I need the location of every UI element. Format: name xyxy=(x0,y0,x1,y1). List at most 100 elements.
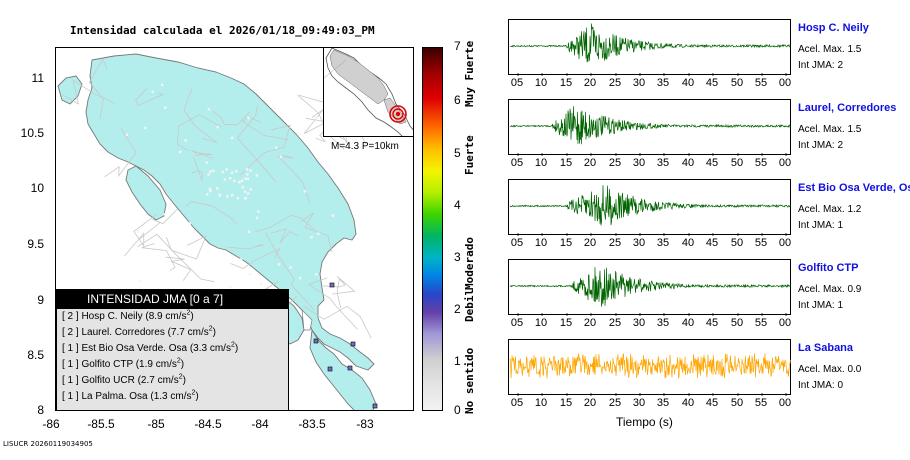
time-tick-label: 20 xyxy=(583,397,597,409)
colorbar-tick: 0 xyxy=(454,403,461,417)
town-marker xyxy=(299,276,302,280)
town-marker xyxy=(249,188,252,191)
town-marker xyxy=(208,187,212,191)
map-x-tick: -85 xyxy=(147,417,165,431)
inset-land-shade xyxy=(329,49,389,105)
time-tick-label: 05 xyxy=(510,397,524,409)
station-jma-intensity: Int JMA: 2 xyxy=(798,60,844,71)
time-tick-label: 10 xyxy=(534,77,548,89)
legend-row-close: ) xyxy=(212,327,216,338)
town-marker xyxy=(241,179,244,182)
town-marker xyxy=(164,106,167,109)
waveform-trace xyxy=(509,23,791,63)
town-marker xyxy=(255,174,259,177)
town-marker xyxy=(206,193,209,196)
town-marker xyxy=(243,190,247,193)
station-name[interactable]: Laurel, Corredores xyxy=(798,102,897,114)
station-name[interactable]: Est Bio Osa Verde, Osa xyxy=(798,182,910,194)
station-max-acceleration: Acel. Max. 1.5 xyxy=(798,124,862,135)
time-tick-label: 45 xyxy=(705,237,719,249)
town-marker xyxy=(125,133,129,136)
station-marker xyxy=(347,365,353,371)
colorbar-category-label: Muy Fuerte xyxy=(463,40,476,107)
time-tick-label: 30 xyxy=(632,157,646,169)
town-marker xyxy=(303,190,307,193)
road-line xyxy=(303,109,329,134)
map-y-tick: 10 xyxy=(30,181,44,195)
map-x-tick: -84 xyxy=(251,417,269,431)
town-marker xyxy=(216,187,219,190)
town-marker xyxy=(230,194,234,197)
time-tick-label: 00 xyxy=(778,77,792,89)
time-tick-label: 50 xyxy=(730,237,744,249)
time-tick-label: 00 xyxy=(778,237,792,249)
epicenter-icon xyxy=(389,105,407,123)
road-line xyxy=(137,233,215,283)
town-marker xyxy=(216,125,219,129)
town-marker xyxy=(246,173,249,176)
station-name[interactable]: La Sabana xyxy=(798,342,854,354)
seismogram-panel[interactable] xyxy=(508,339,791,396)
waveform-trace xyxy=(509,106,791,145)
town-marker xyxy=(241,186,244,189)
time-tick-label: 45 xyxy=(705,317,719,329)
town-marker xyxy=(235,170,238,173)
time-tick-label: 05 xyxy=(510,77,524,89)
time-tick-label: 55 xyxy=(754,157,768,169)
road-line xyxy=(336,275,346,309)
seismogram-panel[interactable] xyxy=(508,179,791,236)
colorbar-tick: 3 xyxy=(454,250,461,264)
colorbar-tick: 7 xyxy=(454,39,461,53)
town-marker xyxy=(289,266,292,269)
time-tick-label: 55 xyxy=(754,397,768,409)
station-name[interactable]: Golfito CTP xyxy=(798,262,859,274)
town-marker xyxy=(249,169,252,172)
town-marker xyxy=(230,171,234,175)
seismogram-panel[interactable] xyxy=(508,259,791,316)
map-title: Intensidad calculada el 2026/01/18_09:49… xyxy=(70,24,375,37)
time-tick-label: 05 xyxy=(510,237,524,249)
legend-row-close: ) xyxy=(182,375,186,386)
town-marker xyxy=(138,279,142,283)
road-line xyxy=(230,247,281,269)
road-line xyxy=(254,214,316,233)
town-marker xyxy=(229,177,232,180)
legend-row-exponent: 2 xyxy=(191,389,196,397)
legend-row-exponent: 2 xyxy=(176,357,181,365)
station-jma-intensity: Int JMA: 0 xyxy=(798,380,844,391)
legend-row-close: ) xyxy=(195,391,199,402)
station-name[interactable]: Hosp C. Neily xyxy=(798,22,869,34)
station-marker xyxy=(350,341,356,347)
station-max-acceleration: Acel. Max. 0.9 xyxy=(798,284,862,295)
colorbar-category-label: Debil xyxy=(463,288,476,322)
station-marker xyxy=(329,282,335,288)
time-tick-label: 15 xyxy=(559,397,573,409)
seismogram-panel[interactable] xyxy=(508,99,791,156)
town-marker xyxy=(209,170,212,173)
time-tick-label: 30 xyxy=(632,397,646,409)
seismogram-panel[interactable] xyxy=(508,19,791,76)
town-marker xyxy=(317,232,320,235)
time-tick-label: 35 xyxy=(656,237,670,249)
road-line xyxy=(165,256,192,281)
road-line xyxy=(135,88,165,106)
time-tick-label: 55 xyxy=(754,237,768,249)
colorbar-category-label: Moderado xyxy=(463,237,476,290)
time-tick-label: 15 xyxy=(559,317,573,329)
seismogram-plot xyxy=(509,106,791,156)
time-tick-label: 35 xyxy=(656,397,670,409)
time-tick-label: 25 xyxy=(608,157,622,169)
legend-row-exponent: 2 xyxy=(186,309,191,317)
town-marker xyxy=(247,116,250,120)
road-line xyxy=(104,127,137,178)
time-tick-label: 20 xyxy=(583,317,597,329)
town-marker xyxy=(246,177,250,180)
map-y-tick: 11 xyxy=(31,71,44,85)
town-marker xyxy=(230,136,234,140)
town-marker xyxy=(248,272,252,276)
costa-rica-landmass xyxy=(85,53,375,371)
road-line xyxy=(303,305,372,339)
legend-row-close: ) xyxy=(180,359,185,370)
town-marker xyxy=(188,222,192,225)
road-line xyxy=(165,235,207,260)
